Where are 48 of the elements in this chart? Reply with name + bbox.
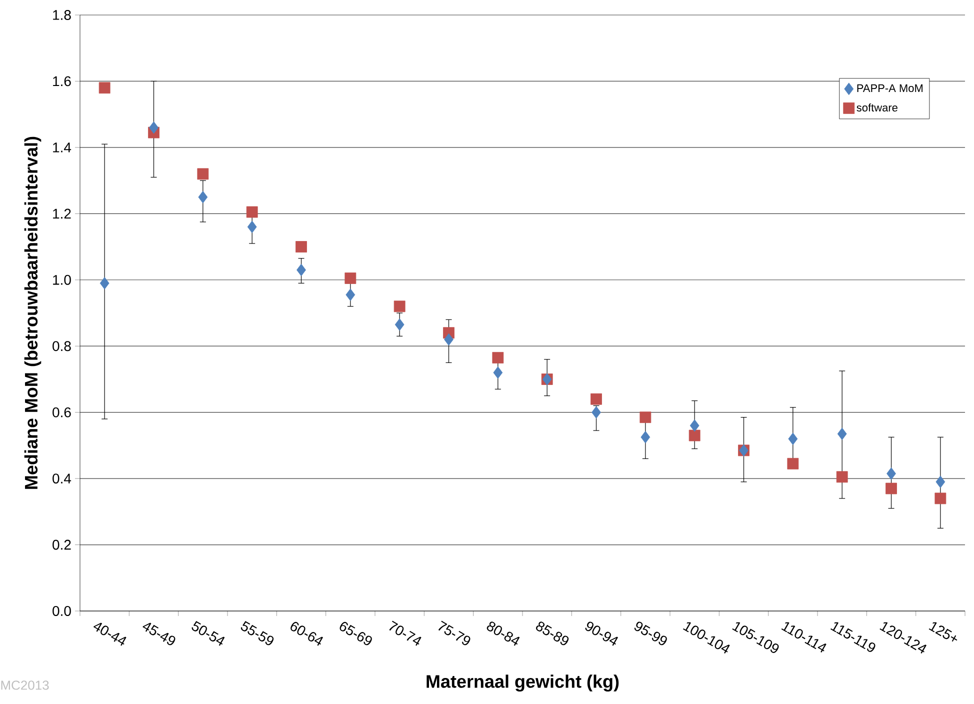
point xyxy=(836,471,848,483)
y-tick-label: 0.2 xyxy=(52,540,71,550)
y-tick-label: 0.0 xyxy=(52,606,71,616)
x-tick-label: 40-44 xyxy=(93,622,126,646)
x-tick-label: 125+ xyxy=(928,622,958,642)
y-tick-label: 0.6 xyxy=(52,407,71,418)
point xyxy=(197,168,209,180)
text: MC2013 xyxy=(1,680,49,690)
point xyxy=(394,300,406,312)
y-tick-label: 0.4 xyxy=(52,474,72,484)
point xyxy=(688,430,700,442)
point xyxy=(444,333,454,346)
y-tick-label: 1.6 xyxy=(53,76,71,86)
point xyxy=(886,467,896,480)
y-tick-label: 1.2 xyxy=(53,208,71,219)
point xyxy=(936,476,946,488)
y-tick-label: 0.8 xyxy=(52,341,71,352)
point xyxy=(98,82,110,94)
point xyxy=(788,432,798,446)
point xyxy=(886,482,897,494)
point xyxy=(344,272,356,284)
y-tick-label: 1.4 xyxy=(53,142,72,152)
point xyxy=(837,428,847,440)
x-axis-title: Maternaal gewicht (kg) xyxy=(426,674,619,692)
point xyxy=(934,492,946,504)
legend-label: PAPP-A MoM xyxy=(857,84,922,92)
point xyxy=(246,206,258,218)
legend-label: software xyxy=(856,103,898,112)
y-axis-title: Mediane MoM (betrouwbaarheidsinterval) xyxy=(24,136,42,489)
point xyxy=(247,220,257,234)
point xyxy=(590,393,602,405)
point xyxy=(787,458,799,470)
point xyxy=(100,276,110,290)
point xyxy=(640,412,652,423)
point xyxy=(592,406,601,419)
point xyxy=(492,352,504,364)
point xyxy=(690,419,700,432)
point xyxy=(198,190,208,204)
x-tick-label: 45-49 xyxy=(142,622,176,646)
point xyxy=(394,318,404,331)
point xyxy=(640,430,650,444)
y-tick-label: 1.0 xyxy=(53,274,71,285)
point xyxy=(346,288,356,301)
point xyxy=(296,264,306,276)
point xyxy=(149,121,158,134)
point xyxy=(493,366,503,379)
point xyxy=(296,241,307,252)
y-tick-label: 1.8 xyxy=(53,10,71,20)
